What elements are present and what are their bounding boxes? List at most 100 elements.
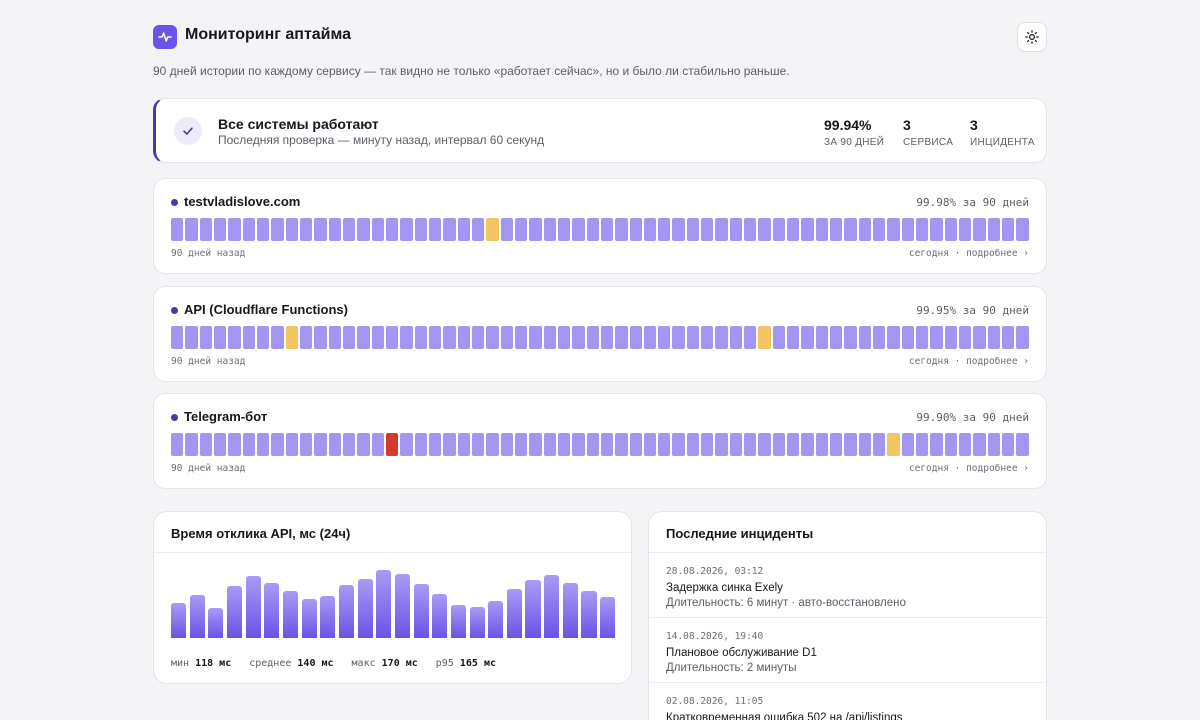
uptime-day-bar-up[interactable] [371,433,384,456]
uptime-day-bar-up[interactable] [400,433,413,456]
uptime-day-bar-up[interactable] [600,326,614,349]
uptime-day-bar-up[interactable] [672,433,685,456]
uptime-day-bar-up[interactable] [486,326,499,349]
details-link[interactable]: сегодня · подробнее › [908,248,1029,259]
response-bar[interactable] [506,588,522,638]
uptime-day-bar-up[interactable] [500,433,513,456]
response-bar[interactable] [226,586,243,638]
uptime-day-bar-up[interactable] [701,433,714,456]
uptime-day-bar-up[interactable] [443,433,456,456]
uptime-day-bar-up[interactable] [858,218,872,241]
response-bar[interactable] [525,580,541,638]
uptime-day-bar-up[interactable] [844,218,857,241]
uptime-day-bar-up[interactable] [629,218,642,241]
uptime-day-bar-up[interactable] [916,218,929,241]
uptime-day-bar-up[interactable] [199,433,212,456]
response-bar[interactable] [338,584,354,638]
uptime-day-bar-up[interactable] [342,326,356,349]
uptime-day-bar-up[interactable] [615,433,628,456]
uptime-day-bar-up[interactable] [815,433,829,456]
uptime-day-bar-up[interactable] [428,218,442,241]
uptime-day-bar-up[interactable] [500,218,513,241]
uptime-day-bar-up[interactable] [185,326,198,349]
uptime-day-bar-up[interactable] [772,433,786,456]
response-bar[interactable] [189,594,205,638]
uptime-day-bar-up[interactable] [973,218,986,241]
uptime-day-bar-up[interactable] [529,433,542,456]
uptime-day-bar-up[interactable] [271,326,284,349]
uptime-day-bar-up[interactable] [787,433,800,456]
uptime-day-bar-up[interactable] [572,218,585,241]
uptime-day-bar-up[interactable] [414,218,427,241]
response-bar[interactable] [320,596,336,638]
uptime-day-bar-up[interactable] [772,218,786,241]
uptime-day-bar-up[interactable] [815,326,829,349]
uptime-day-bar-up[interactable] [314,326,327,349]
uptime-day-bar-up[interactable] [686,433,700,456]
uptime-day-bar-up[interactable] [285,218,298,241]
uptime-day-bar-up[interactable] [271,218,284,241]
uptime-day-bar-up[interactable] [342,218,356,241]
uptime-day-bar-up[interactable] [1002,433,1015,456]
uptime-day-bar-up[interactable] [973,433,986,456]
uptime-day-bar-up[interactable] [171,218,184,241]
uptime-day-bar-up[interactable] [916,433,929,456]
uptime-day-bar-up[interactable] [801,218,814,241]
uptime-day-bar-up[interactable] [973,326,986,349]
uptime-day-bar-up[interactable] [314,218,327,241]
uptime-day-bar-up[interactable] [643,433,657,456]
uptime-day-bar-up[interactable] [744,433,757,456]
response-bar[interactable] [413,583,429,638]
uptime-day-bar-up[interactable] [643,326,657,349]
uptime-day-bar-up[interactable] [758,218,771,241]
uptime-day-bar-up[interactable] [371,326,384,349]
uptime-day-bar-up[interactable] [299,433,313,456]
uptime-day-bar-up[interactable] [242,433,255,456]
uptime-day-bar-up[interactable] [686,326,700,349]
uptime-day-bar-up[interactable] [658,433,671,456]
uptime-day-bar-up[interactable] [830,433,843,456]
uptime-day-bar-up[interactable] [658,326,671,349]
response-bar[interactable] [469,607,485,638]
uptime-day-bar-up[interactable] [715,433,728,456]
uptime-day-bar-up[interactable] [844,326,857,349]
uptime-day-bar-up[interactable] [901,326,915,349]
uptime-day-bar-up[interactable] [529,218,542,241]
uptime-day-bar-up[interactable] [228,218,241,241]
uptime-day-bar-up[interactable] [715,326,728,349]
uptime-day-bar-up[interactable] [959,218,972,241]
uptime-day-bar-up[interactable] [457,433,470,456]
uptime-day-bar-up[interactable] [615,218,628,241]
uptime-day-bar-up[interactable] [830,218,843,241]
uptime-day-bar-up[interactable] [543,433,556,456]
uptime-day-bar-up[interactable] [428,433,442,456]
uptime-day-bar-up[interactable] [199,326,212,349]
uptime-day-bar-up[interactable] [185,218,198,241]
uptime-day-bar-warn[interactable] [486,218,499,241]
uptime-day-bar-up[interactable] [672,326,685,349]
uptime-day-bar-up[interactable] [887,218,900,241]
uptime-day-bar-up[interactable] [944,218,958,241]
uptime-day-bar-up[interactable] [629,433,642,456]
response-bar[interactable] [562,582,578,638]
response-bar[interactable] [488,601,504,638]
uptime-day-bar-up[interactable] [858,433,872,456]
uptime-day-bar-up[interactable] [586,326,599,349]
uptime-day-bar-up[interactable] [213,433,227,456]
uptime-day-bar-up[interactable] [256,326,270,349]
uptime-day-bar-up[interactable] [228,326,241,349]
uptime-day-bar-up[interactable] [1016,326,1029,349]
uptime-day-bar-up[interactable] [185,433,198,456]
uptime-day-bar-up[interactable] [199,218,212,241]
uptime-day-bar-up[interactable] [715,218,728,241]
uptime-day-bar-up[interactable] [901,218,915,241]
response-bar[interactable] [600,597,616,638]
response-bar[interactable] [171,603,187,638]
incident-item[interactable]: 28.08.2026, 03:12 Задержка синка Exely Д… [649,553,1046,618]
uptime-day-bar-up[interactable] [299,326,313,349]
response-bar[interactable] [357,578,373,638]
uptime-day-bar-up[interactable] [557,326,571,349]
uptime-day-bar-up[interactable] [858,326,872,349]
uptime-day-bar-up[interactable] [1002,326,1015,349]
uptime-day-bar-up[interactable] [887,326,900,349]
